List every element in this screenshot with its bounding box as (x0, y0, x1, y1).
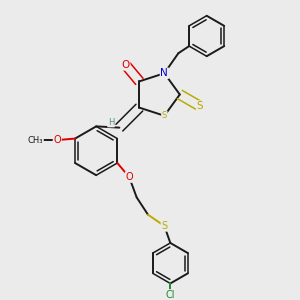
Text: O: O (125, 172, 133, 182)
Text: S: S (162, 111, 167, 120)
Text: O: O (122, 60, 130, 70)
Text: Cl: Cl (166, 290, 175, 300)
Text: O: O (53, 135, 61, 145)
Text: S: S (196, 101, 203, 111)
Text: H: H (108, 118, 114, 127)
Text: CH₃: CH₃ (28, 136, 43, 145)
Text: S: S (161, 221, 167, 231)
Text: N: N (160, 68, 168, 78)
